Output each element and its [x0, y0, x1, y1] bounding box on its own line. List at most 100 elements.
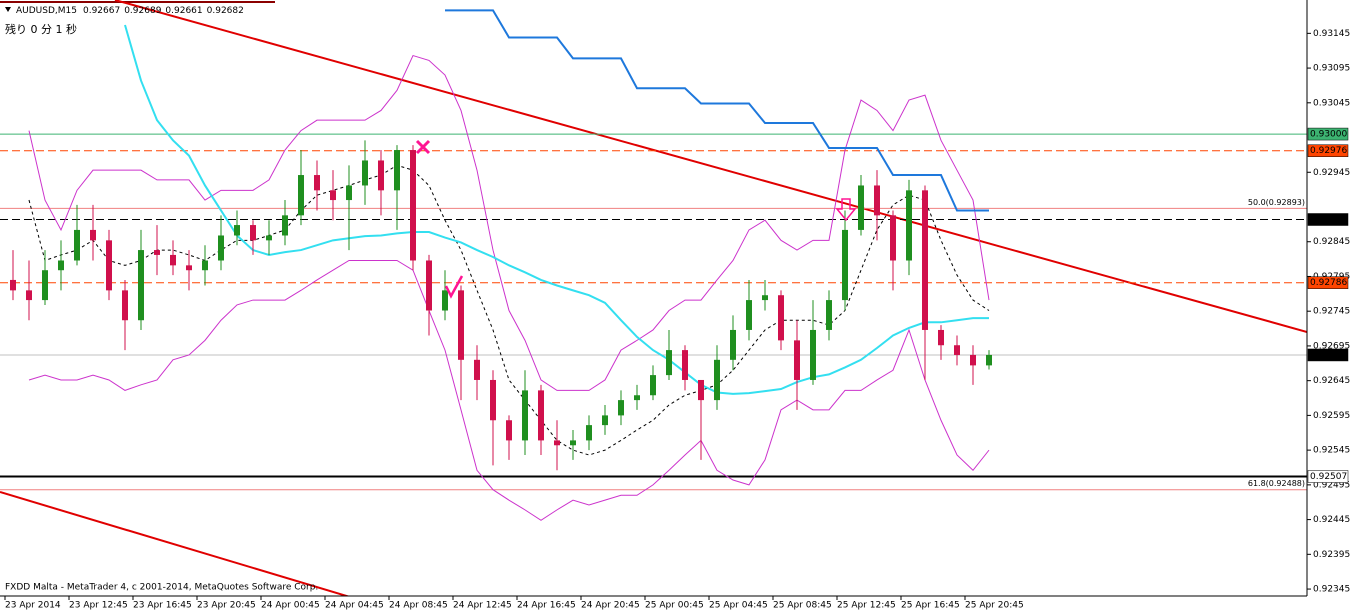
- candle-body: [298, 175, 304, 216]
- menu-triangle: [5, 7, 11, 12]
- check-marker: [444, 275, 464, 299]
- candle-body: [762, 295, 768, 301]
- y-tick-label: 0.92745: [1313, 307, 1350, 317]
- candle-body: [218, 235, 224, 261]
- y-tick-label: 0.93045: [1313, 98, 1350, 108]
- chart-header: AUDUSD,M15 0.92667 0.92689 0.92661 0.92682: [16, 6, 244, 16]
- timer: 残り 0 分 1 秒: [5, 22, 77, 36]
- candle-body: [698, 379, 704, 401]
- candle-body: [682, 350, 688, 380]
- y-tick-label: 0.92395: [1313, 550, 1350, 560]
- plot-area: [0, 0, 1307, 596]
- candle-body: [986, 354, 992, 366]
- indicator-line: [28, 259, 990, 521]
- candle-body: [122, 290, 128, 321]
- candle-body: [474, 359, 480, 380]
- candle-body: [938, 329, 944, 346]
- x-tick-label: 23 Apr 12:45: [69, 601, 128, 611]
- close-value: 0.92682: [207, 6, 244, 16]
- x-tick-label: 25 Apr 00:45: [645, 601, 704, 611]
- candle-body: [106, 240, 112, 291]
- candle-body: [778, 295, 784, 341]
- level-box: [1307, 276, 1349, 289]
- candle-body: [826, 300, 832, 330]
- candle-body: [362, 160, 368, 186]
- candle-body: [74, 229, 80, 261]
- x-tick-label: 24 Apr 08:45: [389, 601, 448, 611]
- candle-body: [442, 290, 448, 311]
- candle-body: [746, 300, 752, 330]
- candle-body: [314, 175, 320, 191]
- y-tick-label: 0.92545: [1313, 446, 1350, 456]
- candle-body: [138, 250, 144, 321]
- open-value: 0.92667: [83, 6, 120, 16]
- indicator-line: [28, 54, 990, 391]
- y-tick-label: 0.92945: [1313, 168, 1350, 178]
- symbol: AUDUSD,M15: [16, 6, 77, 16]
- candle-body: [58, 260, 64, 271]
- level-box: [1307, 213, 1349, 226]
- x-tick-label: 23 Apr 20:45: [197, 601, 256, 611]
- candle-body: [890, 215, 896, 261]
- candle-body: [186, 265, 192, 271]
- y-tick-label: 0.92595: [1313, 411, 1350, 421]
- candle-body: [10, 279, 16, 291]
- candle-body: [154, 250, 160, 255]
- candle-body: [330, 190, 336, 201]
- candle-body: [714, 359, 720, 401]
- candle-body: [602, 415, 608, 426]
- level-box: [1307, 348, 1349, 362]
- x-tick-label: 24 Apr 12:45: [453, 601, 512, 611]
- candle-body: [794, 340, 800, 380]
- x-tick-label: 23 Apr 2014: [5, 601, 61, 611]
- level-label: 0.92976: [1310, 146, 1347, 156]
- x-tick-label: 25 Apr 08:45: [773, 601, 832, 611]
- candle-body: [42, 270, 48, 301]
- x-tick-label: 24 Apr 04:45: [325, 601, 384, 611]
- candle-body: [378, 160, 384, 191]
- level-box: [1307, 144, 1349, 157]
- candle-body: [522, 390, 528, 441]
- candle-body: [490, 379, 496, 421]
- candle-body: [554, 440, 560, 446]
- candle-body: [202, 260, 208, 271]
- x-tick-label: 25 Apr 04:45: [709, 601, 768, 611]
- y-tick-label: 0.92495: [1313, 480, 1350, 490]
- candle-body: [954, 345, 960, 355]
- level-box: [1307, 470, 1349, 483]
- candle-body: [234, 225, 240, 236]
- fibo-label: 61.8(0.92488): [1248, 479, 1305, 488]
- x-tick-label: 25 Apr 12:45: [837, 601, 896, 611]
- x-tick-label: 23 Apr 16:45: [133, 601, 192, 611]
- y-tick-label: 0.92645: [1313, 376, 1350, 386]
- y-tick-label: 0.92345: [1313, 585, 1350, 595]
- candle-body: [906, 190, 912, 261]
- x-tick-label: 24 Apr 00:45: [261, 601, 320, 611]
- level-label: 0.92786: [1310, 278, 1347, 288]
- candle-body: [394, 150, 400, 191]
- x-tick-label: 25 Apr 20:45: [965, 601, 1024, 611]
- high-value: 0.92689: [124, 6, 161, 16]
- candle-body: [586, 425, 592, 441]
- candle-body: [970, 354, 976, 366]
- arrow-marker: [835, 198, 857, 222]
- level-label: 0.93000: [1310, 130, 1347, 140]
- x-tick-label: 25 Apr 16:45: [901, 601, 960, 611]
- candle-body: [170, 254, 176, 266]
- candle-body: [810, 329, 816, 380]
- y-tick-label: 0.92445: [1313, 515, 1350, 525]
- footer: FXDD Malta - MetaTrader 4, c 2001-2014, …: [5, 583, 318, 593]
- candle-body: [90, 229, 96, 241]
- x-tick-label: 24 Apr 20:45: [581, 601, 640, 611]
- y-tick-label: 0.92695: [1313, 341, 1350, 351]
- candle-body: [618, 400, 624, 416]
- candle-body: [250, 225, 256, 241]
- level-label: 0.92877: [1310, 215, 1347, 225]
- level-box: [1307, 127, 1349, 141]
- candle-body: [538, 390, 544, 441]
- candle-body: [634, 395, 640, 401]
- level-label: 0.92682: [1310, 350, 1347, 360]
- candle-body: [858, 185, 864, 230]
